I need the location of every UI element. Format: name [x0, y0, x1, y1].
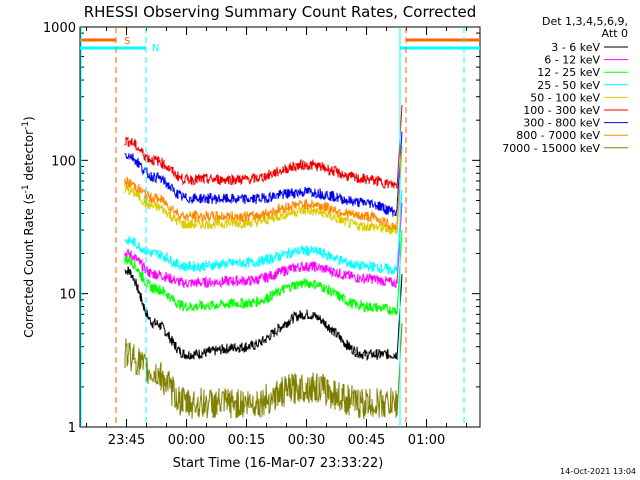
footer-date: 14-Oct-2021 13:04 [560, 467, 636, 476]
legend-header: Att 0 [602, 27, 628, 40]
night-flag-label: N [152, 43, 159, 54]
flag-group: SN [80, 27, 480, 427]
x-tick-label: 00:15 [228, 433, 265, 448]
series-line [124, 149, 403, 235]
x-tick-label: 23:45 [108, 433, 145, 448]
x-tick-label: 00:00 [168, 433, 205, 448]
legend-label: 7000 - 15000 keV [502, 142, 600, 155]
y-tick-label: 100 [51, 154, 76, 169]
legend-label: 12 - 25 keV [537, 66, 600, 79]
series-line [124, 131, 403, 217]
x-tick-label: 01:00 [408, 433, 445, 448]
legend-label: 300 - 800 keV [523, 117, 600, 130]
legend-label: 3 - 6 keV [551, 41, 600, 54]
legend-label: 800 - 7000 keV [516, 129, 600, 142]
y-tick-label: 10 [59, 288, 76, 303]
x-tick-label: 00:30 [288, 433, 325, 448]
series-group [124, 104, 403, 420]
y-axis-label: Corrected Count Rate (s-1 detector-1) [21, 116, 36, 337]
plot-frame [79, 26, 481, 428]
legend-label: 25 - 50 keV [537, 79, 600, 92]
x-axis: 23:45 00:00 00:15 00:30 00:45 01:00 [86, 27, 468, 448]
series-line [124, 145, 403, 230]
chart-title: RHESSI Observing Summary Count Rates, Co… [84, 3, 477, 21]
y-tick-label: 1 [68, 421, 76, 436]
saa-flag-label: S [124, 36, 130, 47]
x-tick-label: 00:45 [348, 433, 385, 448]
series-line [124, 189, 403, 275]
series-line [124, 104, 403, 189]
legend-label: 6 - 12 keV [544, 54, 600, 67]
legend-label: 100 - 300 keV [523, 104, 600, 117]
series-line [124, 266, 403, 361]
x-axis-label: Start Time (16-Mar-07 23:33:22) [173, 456, 384, 471]
series-line [124, 229, 403, 316]
y-tick-label: 1000 [43, 21, 76, 36]
legend-label: 50 - 100 keV [530, 91, 600, 104]
legend-header: Det 1,3,4,5,6,9, [542, 15, 628, 28]
series-line [124, 323, 403, 420]
y-axis: 1 10 100 1000 [43, 21, 480, 436]
series-line [124, 202, 403, 289]
